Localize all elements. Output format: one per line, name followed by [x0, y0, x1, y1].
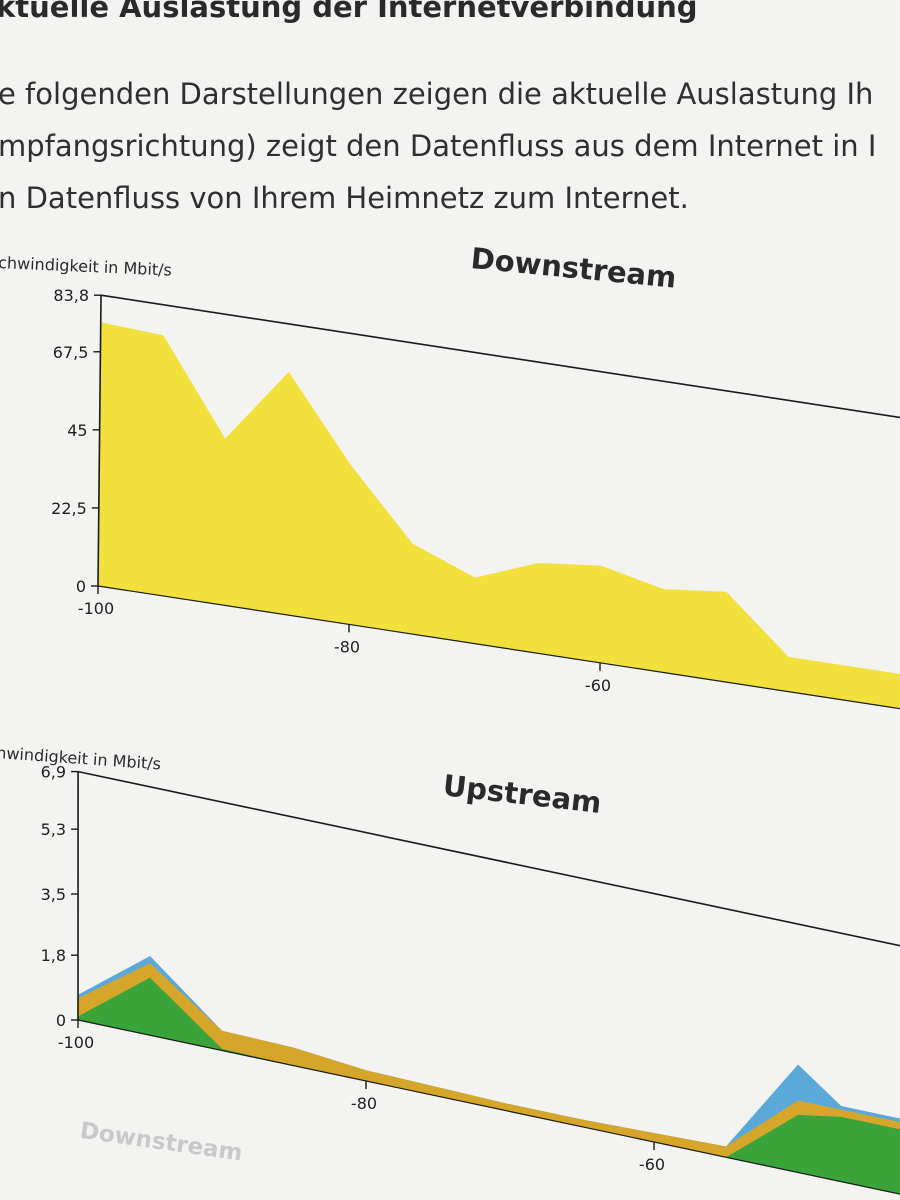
- x-tick-label: -60: [585, 676, 611, 695]
- x-axis: [77, 1019, 900, 1195]
- intro-line-3: n Datenfluss von Ihrem Heimnetz zum Inte…: [0, 181, 689, 215]
- y-tick-label: 6,9: [41, 763, 66, 782]
- y-axis: [97, 295, 102, 587]
- x-tick-label: -80: [334, 637, 360, 656]
- y-tick-label: 1,8: [41, 946, 66, 965]
- page-heading: ktuelle Auslastung der Internetverbindun…: [0, 0, 698, 24]
- y-axis-label: chwindigkeit in Mbit/s: [0, 253, 172, 280]
- chart-title: Upstream: [441, 768, 603, 820]
- series-area-1: [98, 322, 900, 709]
- x-tick-label: -80: [351, 1094, 377, 1113]
- plot-top-border: [77, 770, 900, 947]
- chart-upstream: 6,9 5,3 3,5 1,8 0 -100 -80 -60 Upstream nwindigke…: [0, 743, 900, 1195]
- plot-top-border: [100, 294, 900, 419]
- x-tick-label: -60: [639, 1155, 665, 1174]
- y-tick-label: 83,8: [53, 286, 89, 305]
- intro-text: e folgenden Darstellungen zeigen die akt…: [0, 68, 876, 224]
- y-tick-label: 3,5: [41, 885, 66, 904]
- y-tick-label: 0: [56, 1011, 66, 1030]
- x-axis: [97, 585, 900, 710]
- y-tick-label: 0: [76, 577, 86, 596]
- y-tick-label: 67,5: [53, 343, 89, 362]
- intro-line-1: e folgenden Darstellungen zeigen die akt…: [0, 77, 874, 111]
- intro-line-2: mpfangsrichtung) zeigt den Datenfluss au…: [0, 129, 877, 163]
- x-tick-label: -100: [58, 1033, 94, 1052]
- x-tick-label: -100: [78, 599, 114, 618]
- y-tick-label: 45: [67, 421, 87, 440]
- y-axis-label: nwindigkeit in Mbit/s: [0, 743, 162, 773]
- chart-downstream: 83,8 67,5 45 22,5 0 -100 -80 -60 Downstream chwin…: [0, 241, 900, 710]
- chart-title: Downstream: [469, 241, 678, 295]
- y-tick-label: 5,3: [41, 820, 66, 839]
- y-tick-label: 22,5: [51, 499, 87, 518]
- series-area-3: [78, 977, 900, 1195]
